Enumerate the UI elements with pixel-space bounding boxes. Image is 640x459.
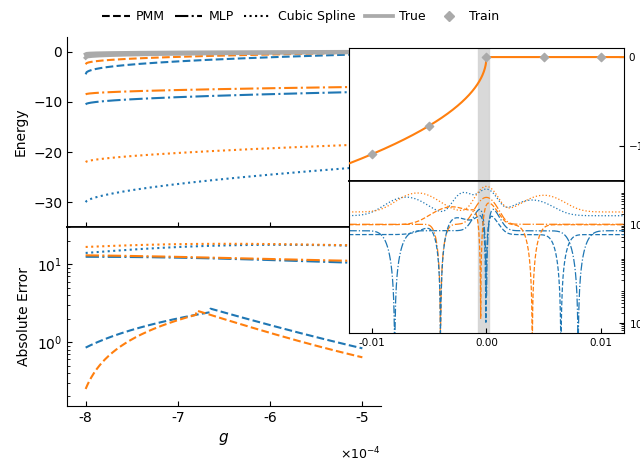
Point <box>424 122 434 129</box>
Point <box>367 151 377 158</box>
Point <box>481 53 492 61</box>
Y-axis label: Energy: Energy <box>13 108 28 156</box>
Legend: PMM, MLP, Cubic Spline, True, Train: PMM, MLP, Cubic Spline, True, Train <box>97 6 504 28</box>
X-axis label: $g$: $g$ <box>218 431 230 447</box>
Point <box>596 53 606 61</box>
Y-axis label: Absolute Error: Absolute Error <box>17 267 31 366</box>
Point <box>539 53 549 61</box>
Text: $\times10^{-4}$: $\times10^{-4}$ <box>340 446 381 459</box>
Bar <box>478 48 489 181</box>
Bar <box>478 181 489 333</box>
